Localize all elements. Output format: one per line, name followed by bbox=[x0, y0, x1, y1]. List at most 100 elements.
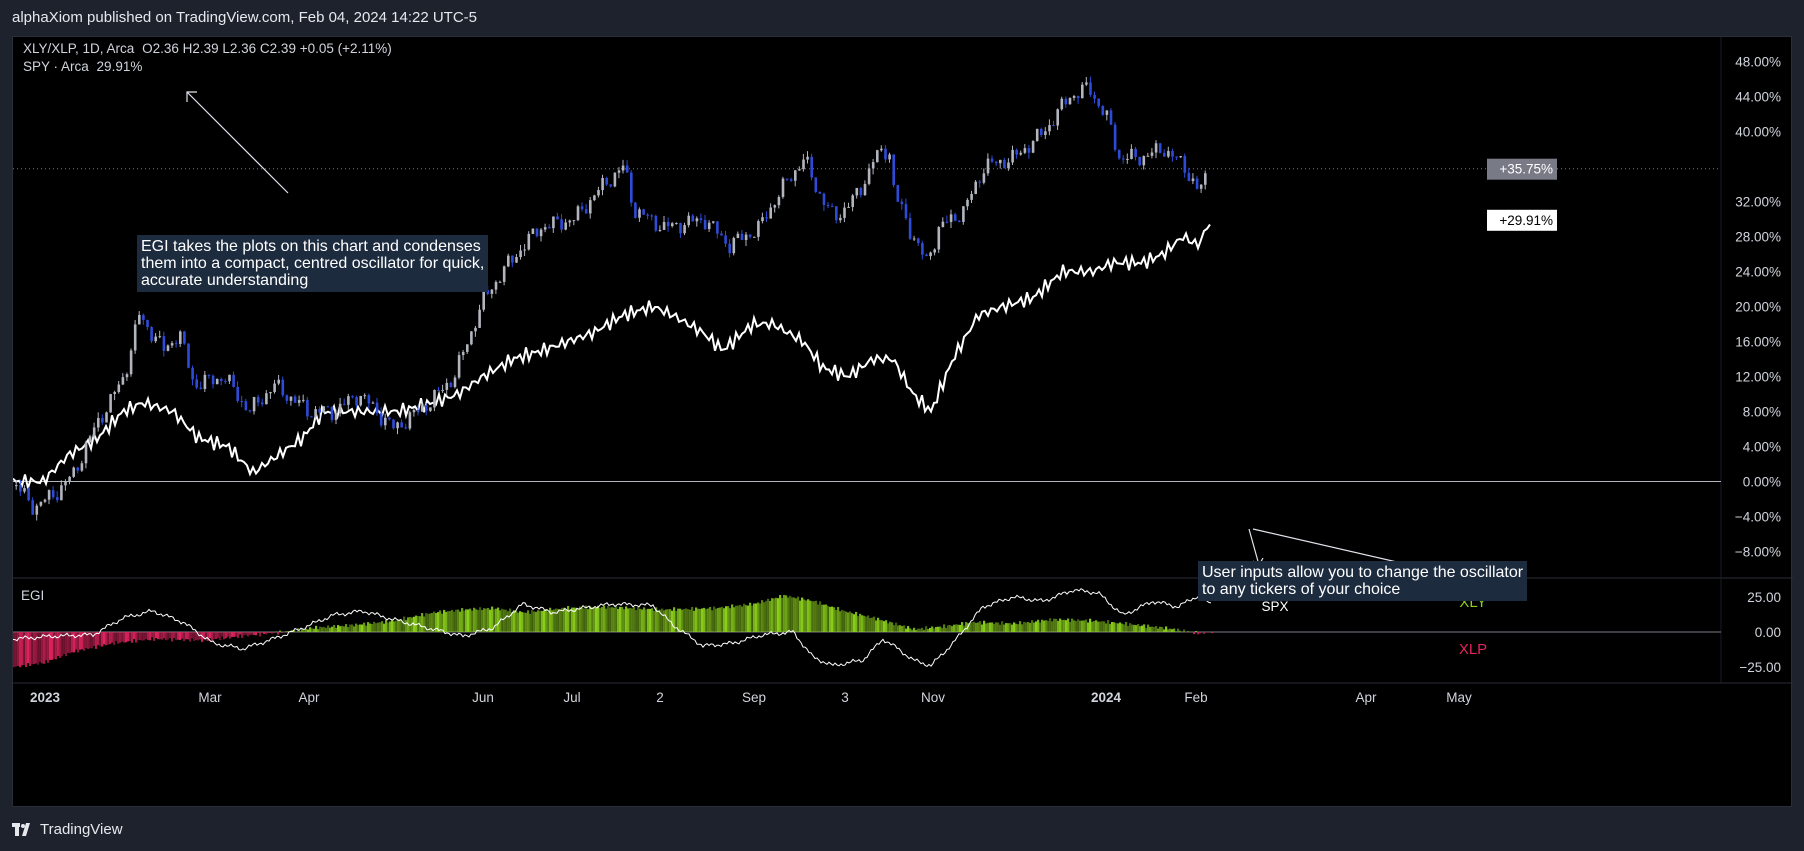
price-axis-tick[interactable]: 0.00% bbox=[1743, 475, 1781, 490]
candle[interactable] bbox=[199, 387, 203, 390]
candle[interactable] bbox=[765, 217, 768, 219]
candle[interactable] bbox=[695, 218, 699, 222]
candle[interactable] bbox=[835, 206, 838, 221]
candle[interactable] bbox=[1015, 149, 1018, 155]
candle[interactable] bbox=[302, 399, 305, 401]
candle[interactable] bbox=[88, 436, 92, 443]
candle[interactable] bbox=[507, 255, 510, 267]
candle[interactable] bbox=[322, 406, 326, 413]
candle[interactable] bbox=[904, 204, 908, 219]
candle[interactable] bbox=[236, 386, 239, 401]
candle[interactable] bbox=[871, 162, 875, 169]
candle[interactable] bbox=[146, 319, 149, 328]
candle[interactable] bbox=[691, 215, 695, 222]
candle[interactable] bbox=[174, 343, 178, 345]
candle[interactable] bbox=[1142, 156, 1146, 166]
candle[interactable] bbox=[162, 336, 166, 351]
candle[interactable] bbox=[613, 172, 617, 187]
time-axis-label[interactable]: 2 bbox=[656, 690, 664, 705]
candle[interactable] bbox=[1122, 158, 1125, 160]
price-axis-tick[interactable]: −8.00% bbox=[1735, 545, 1781, 560]
candle[interactable] bbox=[552, 216, 555, 229]
candle[interactable] bbox=[994, 161, 998, 164]
egi-annotation[interactable]: EGI takes the plots on this chart and co… bbox=[137, 235, 489, 292]
candle[interactable] bbox=[158, 336, 162, 338]
candle[interactable] bbox=[925, 254, 928, 257]
price-axis-tick[interactable]: −4.00% bbox=[1735, 510, 1781, 525]
candle[interactable] bbox=[1204, 173, 1207, 185]
candle[interactable] bbox=[892, 154, 895, 186]
candle[interactable] bbox=[400, 422, 403, 428]
candle[interactable] bbox=[1003, 159, 1006, 169]
candle[interactable] bbox=[97, 418, 100, 428]
candle[interactable] bbox=[187, 343, 190, 368]
candle[interactable] bbox=[982, 173, 986, 183]
candle[interactable] bbox=[863, 183, 867, 196]
candle[interactable] bbox=[133, 324, 137, 351]
candle[interactable] bbox=[978, 181, 982, 183]
time-axis-label[interactable]: Nov bbox=[921, 690, 945, 705]
candle[interactable] bbox=[392, 419, 395, 429]
chart-canvas[interactable]: 48.00%44.00%40.00%32.00%28.00%24.00%20.0… bbox=[13, 37, 1793, 808]
candle[interactable] bbox=[744, 234, 748, 241]
candle[interactable] bbox=[556, 216, 559, 220]
candle[interactable] bbox=[1035, 128, 1039, 142]
spy-line[interactable] bbox=[13, 223, 1211, 493]
candle[interactable] bbox=[1191, 178, 1195, 182]
candle[interactable] bbox=[449, 382, 453, 388]
candle[interactable] bbox=[1027, 148, 1031, 153]
candle[interactable] bbox=[72, 467, 75, 477]
price-axis-tick[interactable]: 16.00% bbox=[1735, 335, 1781, 350]
candle[interactable] bbox=[732, 238, 736, 254]
candle[interactable] bbox=[240, 400, 244, 402]
candle[interactable] bbox=[634, 202, 637, 218]
candle[interactable] bbox=[1175, 156, 1178, 158]
candle[interactable] bbox=[318, 409, 321, 413]
time-axis-label[interactable]: Mar bbox=[198, 690, 222, 705]
candle[interactable] bbox=[23, 488, 26, 492]
price-axis-tick[interactable]: 24.00% bbox=[1735, 265, 1781, 280]
candle[interactable] bbox=[60, 485, 63, 501]
candle[interactable] bbox=[720, 233, 723, 236]
candle[interactable] bbox=[826, 204, 830, 207]
candle[interactable] bbox=[830, 206, 834, 208]
candle[interactable] bbox=[962, 206, 965, 222]
time-axis-label[interactable]: Feb bbox=[1184, 690, 1207, 705]
candle[interactable] bbox=[511, 255, 514, 263]
candle[interactable] bbox=[687, 215, 690, 226]
candle[interactable] bbox=[433, 389, 436, 408]
candle[interactable] bbox=[80, 463, 84, 471]
candle[interactable] bbox=[974, 181, 977, 194]
candle[interactable] bbox=[630, 172, 633, 203]
candle[interactable] bbox=[343, 403, 346, 405]
candle[interactable] bbox=[568, 220, 572, 223]
candle[interactable] bbox=[203, 374, 207, 390]
candle-series[interactable] bbox=[15, 76, 1207, 521]
candle[interactable] bbox=[326, 406, 330, 408]
candle[interactable] bbox=[601, 178, 604, 191]
candle[interactable] bbox=[1163, 152, 1166, 157]
candle[interactable] bbox=[27, 488, 30, 501]
candle[interactable] bbox=[351, 396, 354, 398]
candle[interactable] bbox=[990, 158, 994, 162]
candle[interactable] bbox=[839, 217, 842, 221]
candle[interactable] bbox=[281, 379, 285, 396]
candle[interactable] bbox=[285, 395, 289, 401]
candle[interactable] bbox=[43, 499, 47, 502]
candle[interactable] bbox=[273, 383, 276, 393]
candle[interactable] bbox=[1171, 151, 1174, 157]
candle[interactable] bbox=[1023, 148, 1027, 153]
candle[interactable] bbox=[593, 195, 596, 201]
candle[interactable] bbox=[228, 374, 231, 382]
candle[interactable] bbox=[535, 228, 539, 237]
candle[interactable] bbox=[412, 410, 416, 413]
candle[interactable] bbox=[576, 206, 580, 221]
candle[interactable] bbox=[490, 289, 494, 294]
candle[interactable] bbox=[129, 350, 133, 375]
candle[interactable] bbox=[1183, 156, 1187, 173]
candle[interactable] bbox=[1060, 98, 1064, 110]
candle[interactable] bbox=[466, 344, 469, 352]
candle[interactable] bbox=[1093, 94, 1096, 99]
candle[interactable] bbox=[548, 227, 551, 229]
candle[interactable] bbox=[908, 218, 912, 239]
